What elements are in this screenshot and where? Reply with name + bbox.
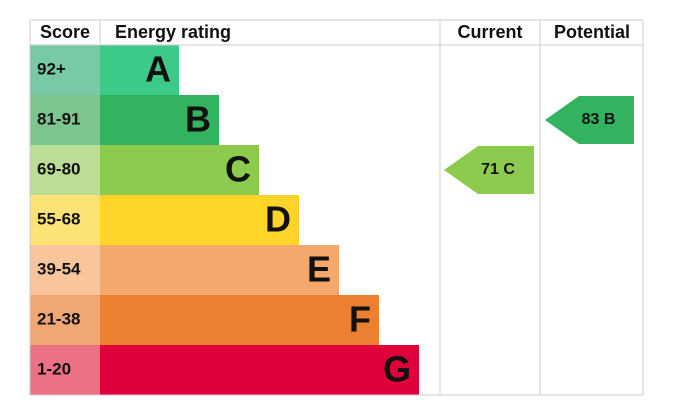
header-rating: Energy rating <box>115 22 231 42</box>
score-label: 39-54 <box>37 259 81 278</box>
header-potential: Potential <box>554 22 630 42</box>
score-cell <box>30 95 100 145</box>
rating-bar <box>100 245 339 295</box>
score-label: 1-20 <box>37 359 71 378</box>
rating-letter: F <box>349 299 371 340</box>
score-label: 21-38 <box>37 309 80 328</box>
score-cell <box>30 195 100 245</box>
rating-bar <box>100 195 299 245</box>
rating-bar <box>100 45 179 95</box>
rating-bar <box>100 345 419 395</box>
score-cell <box>30 345 100 395</box>
header-score: Score <box>40 22 90 42</box>
rating-bar <box>100 95 219 145</box>
rating-letter: D <box>265 199 291 240</box>
rating-letter: E <box>307 249 331 290</box>
score-cell <box>30 45 100 95</box>
score-label: 69-80 <box>37 159 80 178</box>
rating-bar <box>100 145 259 195</box>
score-label: 81-91 <box>37 109 80 128</box>
score-cell <box>30 145 100 195</box>
header-current: Current <box>457 22 522 42</box>
rating-letter: C <box>225 149 251 190</box>
score-label: 55-68 <box>37 209 80 228</box>
current-label: 71 C <box>481 161 515 178</box>
score-cell <box>30 245 100 295</box>
rating-letter: A <box>145 49 171 90</box>
score-label: 92+ <box>37 59 66 78</box>
rating-letter: G <box>383 349 411 390</box>
potential-label: 83 B <box>582 111 616 128</box>
score-cell <box>30 295 100 345</box>
rating-bar <box>100 295 379 345</box>
rating-letter: B <box>185 99 211 140</box>
current-arrow <box>444 146 534 194</box>
potential-arrow <box>545 96 634 144</box>
